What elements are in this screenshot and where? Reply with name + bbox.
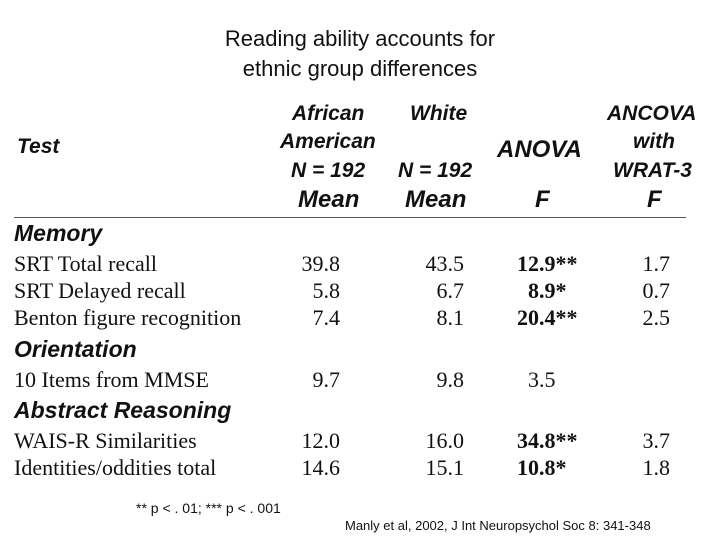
row-white-mean: 15.1 bbox=[425, 455, 465, 480]
row-test: WAIS-R Similarities bbox=[14, 428, 197, 453]
row-ancova-f: 2.5 bbox=[642, 305, 671, 330]
row-aa-mean: 7.4 bbox=[312, 305, 341, 330]
row-anova-f: 8.9* bbox=[528, 278, 567, 303]
slide-title: Reading ability accounts for ethnic grou… bbox=[0, 24, 720, 84]
row-ancova-f: 3.7 bbox=[642, 428, 671, 453]
row-anova-f: 20.4** bbox=[517, 305, 578, 330]
header-white-line1: White bbox=[410, 102, 468, 125]
row-test: SRT Delayed recall bbox=[14, 278, 186, 303]
header-ancova-with: with bbox=[633, 130, 675, 153]
row-white-mean: 16.0 bbox=[425, 428, 465, 453]
significance-footnote: ** p < . 01; *** p < . 001 bbox=[136, 500, 281, 516]
header-white-n: N = 192 bbox=[398, 159, 473, 182]
row-white-mean: 43.5 bbox=[425, 251, 465, 276]
row-aa-mean: 5.8 bbox=[312, 278, 341, 303]
header-aa-mean: Mean bbox=[298, 186, 360, 213]
row-test: Identities/oddities total bbox=[14, 455, 217, 480]
header-anova: ANOVA bbox=[497, 136, 582, 163]
table-row: SRT Total recall 39.8 43.5 12.9** 1.7 bbox=[0, 250, 720, 277]
row-anova-f: 34.8** bbox=[517, 428, 578, 453]
header-white-mean: Mean bbox=[405, 186, 467, 213]
row-test: SRT Total recall bbox=[14, 251, 157, 276]
row-white-mean: 9.8 bbox=[436, 367, 465, 392]
row-test: 10 Items from MMSE bbox=[14, 367, 209, 392]
row-ancova-f: 1.7 bbox=[642, 251, 671, 276]
section-abstract-reasoning: Abstract Reasoning bbox=[14, 397, 232, 423]
row-ancova-f: 0.7 bbox=[642, 278, 671, 303]
section-orientation: Orientation bbox=[14, 336, 137, 362]
table-row: 10 Items from MMSE 9.7 9.8 3.5 bbox=[0, 366, 720, 393]
title-line-2: ethnic group differences bbox=[242, 56, 478, 81]
header-aa-line1: African bbox=[292, 102, 365, 125]
row-ancova-f: 1.8 bbox=[642, 455, 671, 480]
header-aa-n: N = 192 bbox=[291, 159, 366, 182]
header-divider bbox=[14, 217, 686, 218]
table-row: Identities/oddities total 14.6 15.1 10.8… bbox=[0, 454, 720, 481]
row-anova-f: 12.9** bbox=[517, 251, 578, 276]
row-white-mean: 8.1 bbox=[436, 305, 465, 330]
row-anova-f: 3.5 bbox=[528, 367, 556, 392]
header-aa-line2: American bbox=[280, 130, 376, 153]
table-row: SRT Delayed recall 5.8 6.7 8.9* 0.7 bbox=[0, 277, 720, 304]
row-anova-f: 10.8* bbox=[517, 455, 567, 480]
header-anova-f: F bbox=[535, 186, 550, 213]
header-test: Test bbox=[17, 135, 60, 158]
row-aa-mean: 12.0 bbox=[301, 428, 341, 453]
citation: Manly et al, 2002, J Int Neuropsychol So… bbox=[345, 518, 651, 533]
row-test: Benton figure recognition bbox=[14, 305, 242, 330]
header-ancova-wrat: WRAT-3 bbox=[613, 159, 692, 182]
row-white-mean: 6.7 bbox=[436, 278, 465, 303]
row-aa-mean: 9.7 bbox=[312, 367, 341, 392]
header-ancova: ANCOVA bbox=[607, 102, 697, 125]
table-row: Benton figure recognition 7.4 8.1 20.4**… bbox=[0, 304, 720, 331]
title-line-1: Reading ability accounts for bbox=[224, 26, 496, 51]
row-aa-mean: 14.6 bbox=[301, 455, 341, 480]
table-row: WAIS-R Similarities 12.0 16.0 34.8** 3.7 bbox=[0, 427, 720, 454]
section-memory: Memory bbox=[14, 220, 103, 246]
header-ancova-f: F bbox=[647, 186, 662, 213]
row-aa-mean: 39.8 bbox=[301, 251, 341, 276]
